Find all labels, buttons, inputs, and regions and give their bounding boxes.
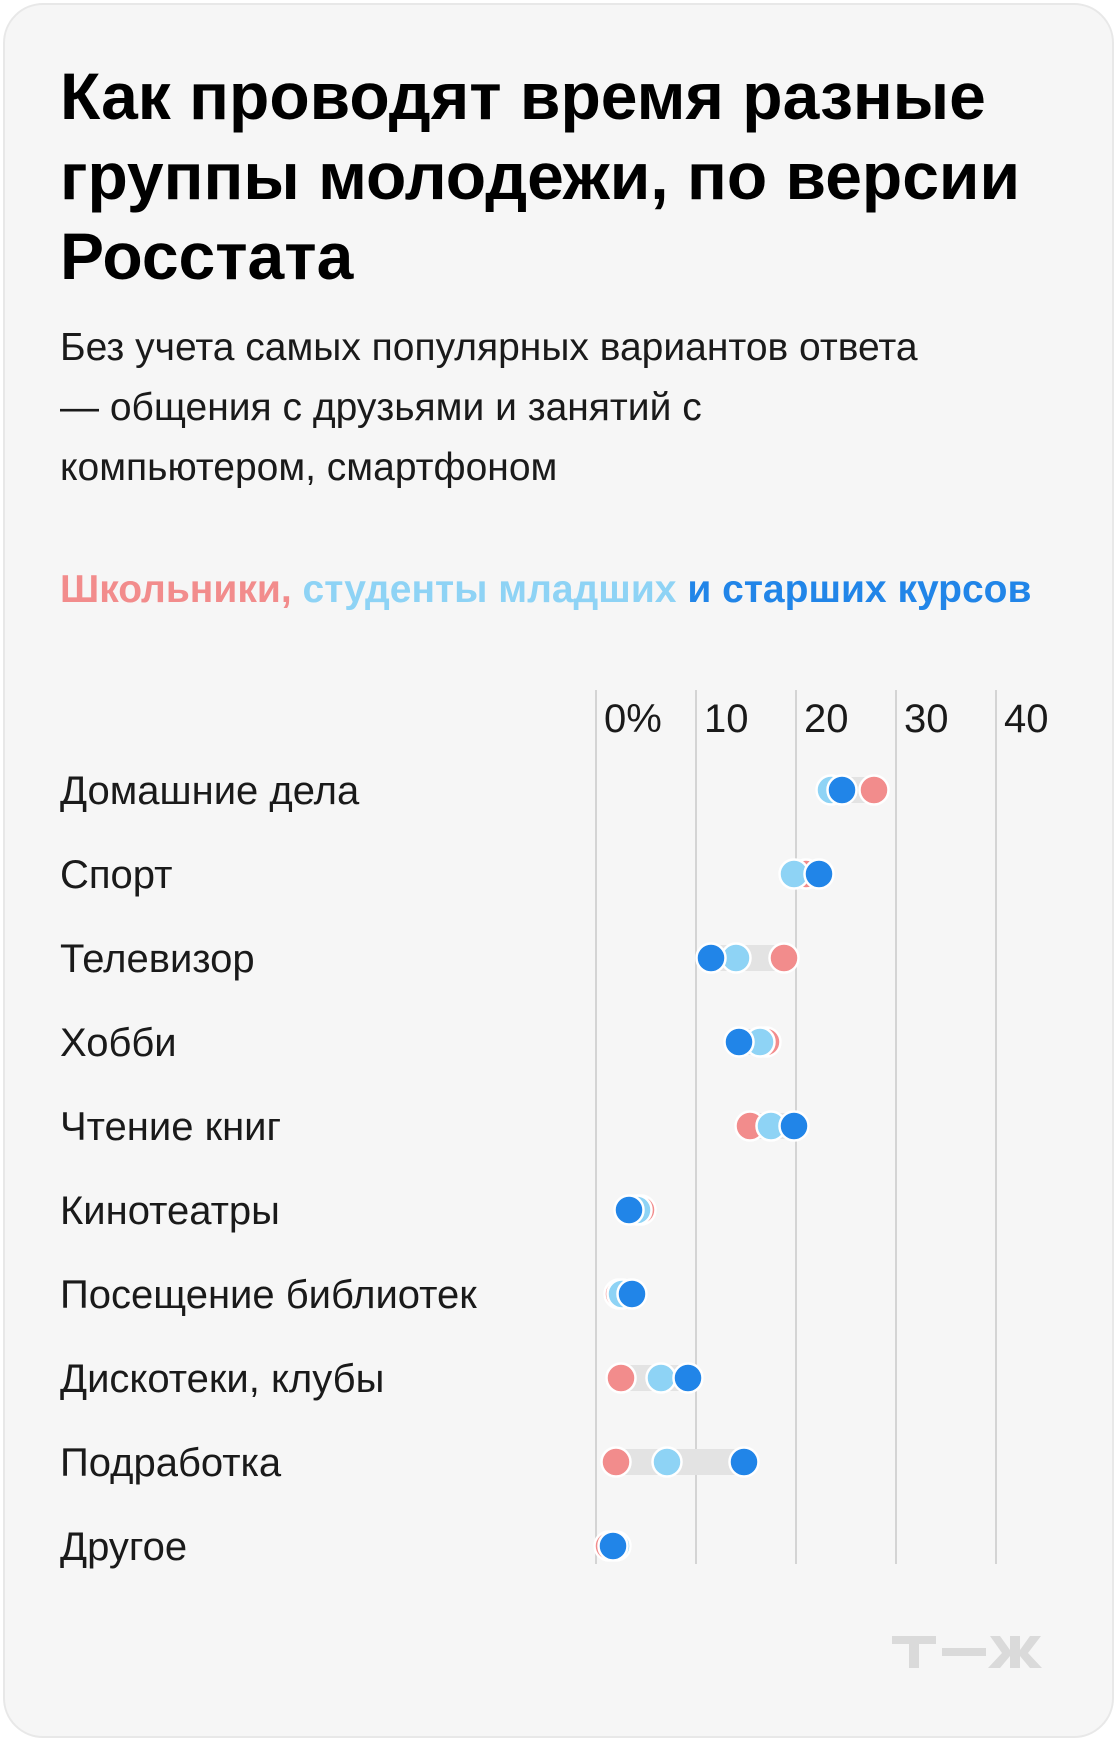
dot-senior-students xyxy=(616,1278,648,1310)
category-label: Чтение книг xyxy=(60,1105,281,1149)
category-label: Посещение библиотек xyxy=(60,1273,477,1317)
dot-senior-students xyxy=(695,942,727,974)
dot-junior-students xyxy=(651,1446,683,1478)
dot-senior-students xyxy=(613,1194,645,1226)
chart-title: Как проводят время разные группы молодеж… xyxy=(60,59,1021,293)
x-tick-label: 0% xyxy=(604,697,662,741)
chart-subtitle: Без учета самых популярных вариантов отв… xyxy=(60,326,918,489)
dot-schoolchildren xyxy=(858,774,890,806)
legend-senior-students: и старших курсов xyxy=(687,568,1032,611)
x-tick-label: 10 xyxy=(704,697,749,741)
dot-schoolchildren xyxy=(600,1446,632,1478)
x-tick-label: 30 xyxy=(904,697,949,741)
category-label: Дискотеки, клубы xyxy=(60,1357,384,1401)
dot-senior-students xyxy=(728,1446,760,1478)
chart-card xyxy=(3,3,1114,1738)
x-tick-label: 40 xyxy=(1004,697,1049,741)
x-tick-label: 20 xyxy=(804,697,849,741)
dot-senior-students xyxy=(672,1362,704,1394)
dot-schoolchildren xyxy=(605,1362,637,1394)
legend-junior-students: студенты младших xyxy=(302,568,677,611)
category-label: Кинотеатры xyxy=(60,1189,280,1233)
tj-logo-icon xyxy=(892,1636,1042,1668)
dot-senior-students xyxy=(826,774,858,806)
dot-senior-students xyxy=(778,1110,810,1142)
legend: Школьники, студенты младших и старших ку… xyxy=(60,560,1060,620)
category-label: Спорт xyxy=(60,853,172,897)
dot-junior-students xyxy=(645,1362,677,1394)
category-label: Телевизор xyxy=(60,937,255,981)
legend-schoolchildren: Школьники, xyxy=(60,568,292,611)
dot-schoolchildren xyxy=(768,942,800,974)
dot-senior-students xyxy=(597,1530,629,1562)
category-label: Другое xyxy=(60,1525,187,1569)
category-label: Хобби xyxy=(60,1021,177,1065)
dot-senior-students xyxy=(803,858,835,890)
category-label: Подработка xyxy=(60,1441,282,1485)
category-label: Домашние дела xyxy=(60,769,360,813)
dot-senior-students xyxy=(723,1026,755,1058)
dot-chart: 0% 10 20 30 40 Домашние дела Спорт Телевизор Хоб… xyxy=(60,690,1049,1569)
